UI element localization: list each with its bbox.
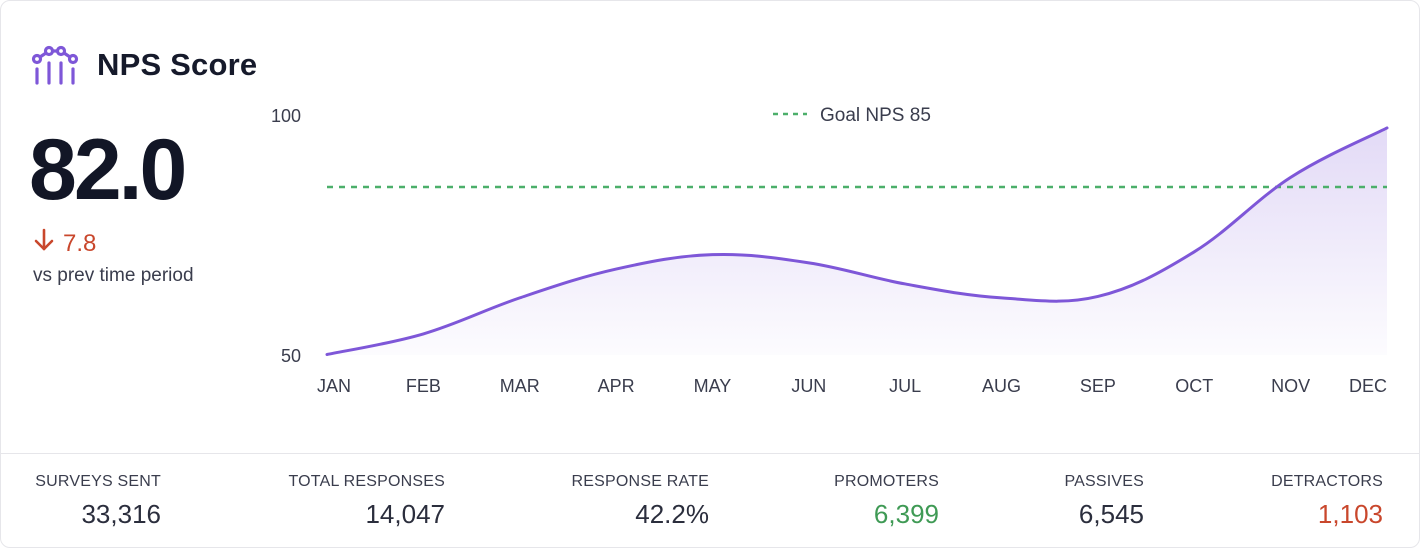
- plot-area: [325, 126, 1389, 357]
- stat-promoters: PROMOTERS 6,399: [834, 473, 939, 530]
- y-tick-label: 50: [281, 346, 301, 366]
- stat-value: 14,047: [365, 499, 445, 529]
- stat-label: DETRACTORS: [1271, 473, 1383, 490]
- nps-value: 82.0: [29, 122, 187, 218]
- card-header: NPS Score: [31, 43, 257, 87]
- divider: [1, 453, 1419, 454]
- x-axis: JAN FEB MAR APR MAY JUN JUL AUG SEP OCT NOV DEC: [317, 376, 1387, 396]
- line-chart-icon: [31, 43, 79, 87]
- card-title: NPS Score: [97, 47, 258, 82]
- x-tick-label: DEC: [1349, 376, 1387, 396]
- x-tick-label: FEB: [406, 376, 441, 396]
- stat-value: 42.2%: [635, 499, 709, 529]
- stat-label: TOTAL RESPONSES: [288, 473, 445, 490]
- legend-goal-label: Goal NPS 85: [820, 105, 931, 126]
- delta-indicator: 7.8: [33, 227, 96, 260]
- series-area: [327, 127, 1387, 356]
- stat-response-rate: RESPONSE RATE 42.2%: [572, 473, 709, 530]
- x-tick-label: MAR: [500, 376, 540, 396]
- stat-value: 6,545: [1078, 499, 1144, 529]
- x-tick-label: JAN: [317, 376, 351, 396]
- stat-detractors: DETRACTORS 1,103: [1271, 473, 1383, 530]
- x-tick-label: NOV: [1271, 376, 1310, 396]
- arrow-down-icon: [33, 227, 55, 260]
- chart-legend: Goal NPS 85: [773, 105, 931, 126]
- x-tick-label: MAY: [694, 376, 732, 396]
- stat-value: 33,316: [81, 499, 161, 529]
- y-axis: 50 100: [271, 106, 301, 366]
- series-line: [325, 126, 1389, 357]
- stat-value: 6,399: [873, 499, 939, 529]
- x-tick-label: JUL: [889, 376, 921, 396]
- stat-label: SURVEYS SENT: [35, 473, 161, 490]
- stat-passives: PASSIVES 6,545: [1064, 473, 1144, 530]
- stat-label: PASSIVES: [1064, 473, 1144, 490]
- stat-surveys-sent: SURVEYS SENT 33,316: [35, 473, 161, 530]
- stat-total-responses: TOTAL RESPONSES 14,047: [288, 473, 445, 530]
- stat-label: RESPONSE RATE: [571, 473, 709, 490]
- x-tick-label: JUN: [791, 376, 826, 396]
- x-tick-label: SEP: [1080, 376, 1116, 396]
- delta-value: 7.8: [63, 229, 97, 257]
- x-tick-label: OCT: [1175, 376, 1213, 396]
- stat-label: PROMOTERS: [834, 473, 939, 490]
- y-tick-label: 100: [271, 106, 301, 126]
- x-tick-label: AUG: [982, 376, 1021, 396]
- delta-caption: vs prev time period: [33, 265, 194, 286]
- x-tick-label: APR: [598, 376, 635, 396]
- stat-value: 1,103: [1317, 499, 1383, 529]
- nps-area-chart: Goal NPS 85 50 100 JAN FEB MAR APR MAY JUN JUL A…: [271, 105, 1389, 396]
